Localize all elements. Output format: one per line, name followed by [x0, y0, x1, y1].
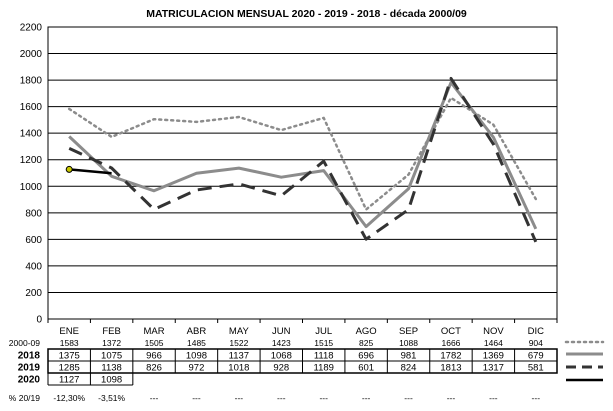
table-cell: 824: [401, 363, 417, 374]
table-cell: 1285: [59, 363, 80, 374]
table-cell: 826: [146, 363, 162, 374]
table-cell: 1088: [399, 338, 418, 348]
table-cell: ---: [192, 393, 201, 403]
x-tick-label: FEB: [102, 326, 120, 337]
x-tick-label: ENE: [59, 326, 79, 337]
table-cell: ---: [150, 393, 159, 403]
table-cell: ---: [489, 393, 498, 403]
table-cell: 581: [528, 363, 544, 374]
x-tick-label: MAR: [143, 326, 164, 337]
table-cell: ---: [362, 393, 371, 403]
table-cell: 1423: [272, 338, 291, 348]
table-cell: 1522: [229, 338, 248, 348]
table-cell: 1098: [186, 351, 207, 362]
series-line-2020: [69, 168, 112, 175]
table-cell: 1583: [60, 338, 79, 348]
table-cell: 1515: [314, 338, 333, 348]
series-point-2020: [65, 165, 73, 173]
table-cell: 1075: [101, 351, 122, 362]
table-cell: 972: [189, 363, 205, 374]
table-cell: 1068: [271, 351, 292, 362]
table-cell: 1464: [484, 338, 503, 348]
table-cell: 1485: [187, 338, 206, 348]
x-tick-label: AGO: [356, 326, 377, 337]
y-tick-label: 800: [25, 208, 42, 219]
series-line-2000-09: [67, 96, 538, 211]
table-cell: 928: [273, 363, 289, 374]
table-cell: ---: [235, 393, 244, 403]
x-tick-label: JUL: [315, 326, 332, 337]
x-tick-label: SEP: [399, 326, 418, 337]
table-cell: 601: [358, 363, 374, 374]
table-row-label: 2020: [18, 375, 41, 386]
table-cell: 1138: [101, 363, 121, 374]
series-line-2018: [68, 81, 538, 230]
x-tick-label: MAY: [229, 326, 250, 337]
table-cell: 1018: [228, 363, 249, 374]
table-cell: ---: [532, 393, 541, 403]
table-cell: 981: [401, 351, 417, 362]
table-cell: 1317: [483, 363, 504, 374]
x-tick-label: JUN: [272, 326, 291, 337]
x-tick-label: OCT: [441, 326, 461, 337]
table-cell: 1369: [483, 351, 504, 362]
table-row-label: 2018: [18, 351, 41, 362]
x-tick-label: ABR: [187, 326, 207, 337]
y-tick-label: 1000: [20, 182, 43, 193]
table-cell: 1666: [441, 338, 460, 348]
y-tick-label: 2200: [20, 23, 43, 34]
table-cell: 1098: [101, 375, 122, 386]
y-tick-label: 1800: [20, 76, 43, 87]
table-cell: ---: [277, 393, 286, 403]
table-cell: 1372: [102, 338, 121, 348]
table-cell: 1137: [229, 351, 249, 362]
table-cell: -3,51%: [98, 393, 125, 403]
y-tick-label: 2000: [20, 49, 43, 60]
y-tick-label: 0: [36, 315, 42, 326]
y-tick-label: 1200: [20, 155, 43, 166]
table-cell: ---: [404, 393, 413, 403]
table-cell: 966: [146, 351, 162, 362]
x-tick-label: NOV: [483, 326, 504, 337]
table-cell: 904: [529, 338, 543, 348]
table-row-label: 2019: [18, 363, 41, 374]
y-tick-label: 600: [25, 235, 42, 246]
table-row-label: % 20/19: [9, 393, 40, 403]
y-tick-label: 1400: [20, 129, 43, 140]
y-tick-label: 200: [25, 288, 42, 299]
table-cell: 1782: [440, 351, 461, 362]
table-cell: 825: [359, 338, 373, 348]
y-tick-label: 1600: [20, 102, 43, 113]
table-cell: ---: [319, 393, 328, 403]
table-cell: 1189: [313, 363, 333, 374]
table-cell: 1127: [59, 375, 79, 386]
table-cell: -12,30%: [53, 393, 85, 403]
table-cell: 696: [358, 351, 374, 362]
series-line-2019: [68, 76, 538, 243]
table-cell: 1813: [440, 363, 461, 374]
table-cell: 1375: [59, 351, 80, 362]
table-row-label: 2000-09: [9, 338, 40, 348]
x-tick-label: DIC: [528, 326, 545, 337]
table-cell: ---: [447, 393, 456, 403]
chart-title: MATRICULACION MENSUAL 2020 - 2019 - 2018…: [146, 8, 467, 20]
table-cell: 1505: [145, 338, 164, 348]
table-cell: 1118: [314, 351, 334, 362]
table-cell: 679: [528, 351, 544, 362]
y-tick-label: 400: [25, 261, 42, 272]
